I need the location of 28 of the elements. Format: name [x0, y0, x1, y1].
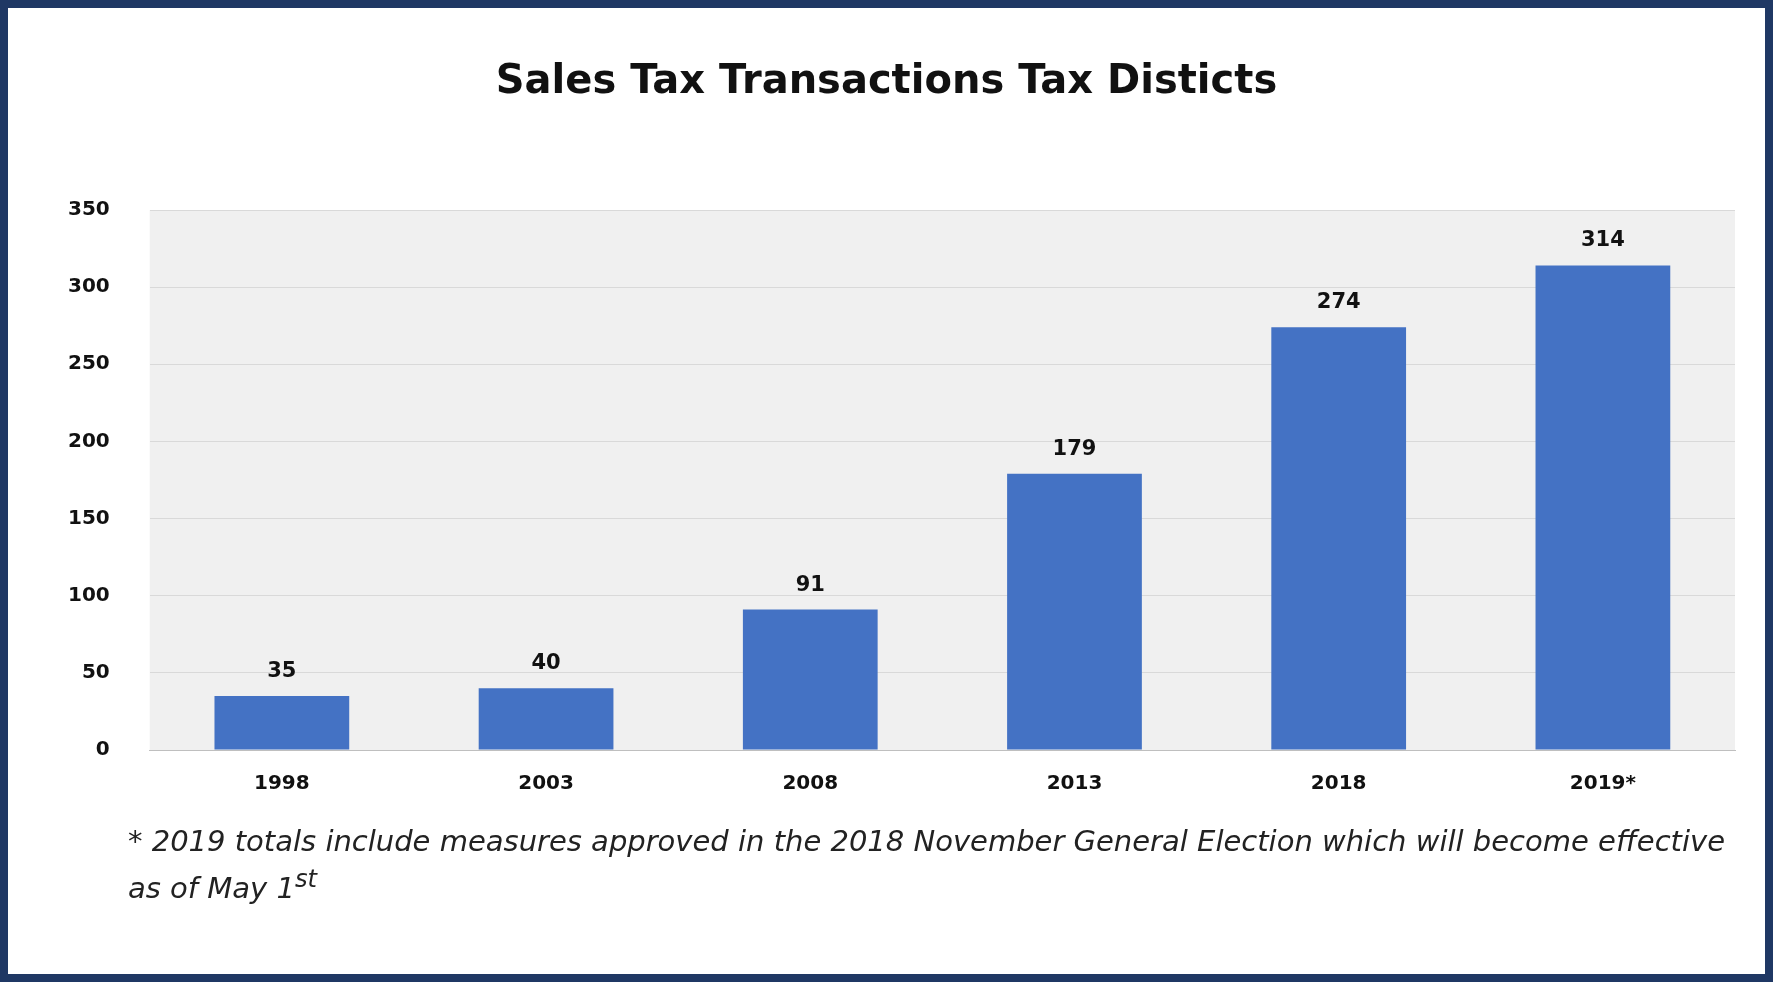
bar	[1007, 473, 1142, 750]
text: * 2019 totals include measures approved in the 2018 November General Election which will become effective as of May 1$^{st}$	[128, 823, 1727, 907]
x-tick-label: 2013	[1046, 770, 1103, 795]
x-tick-label: 2019*	[1569, 770, 1637, 795]
y-tick-label: 150	[68, 504, 110, 529]
data-label: 35	[267, 657, 297, 682]
data-label: 274	[1316, 289, 1361, 314]
y-tick-label: 200	[68, 427, 110, 452]
y-tick-label: 300	[68, 273, 110, 298]
bar	[742, 609, 878, 750]
x-tick-label: 1998	[254, 770, 310, 795]
bar	[1535, 265, 1671, 750]
x-tick-label: 2018	[1310, 770, 1367, 795]
y-tick-label: 50	[81, 659, 110, 684]
data-label: 314	[1580, 227, 1625, 252]
chart-title: Sales Tax Transactions Tax Disticts	[494, 56, 1279, 102]
y-tick-label: 0	[95, 736, 110, 761]
bar	[478, 688, 614, 750]
y-tick-label: 100	[68, 581, 110, 606]
bar	[1271, 327, 1407, 750]
data-label: 91	[795, 571, 825, 596]
x-tick-label: 2003	[518, 770, 574, 795]
data-label: 179	[1052, 435, 1097, 460]
data-label: 40	[531, 650, 561, 675]
y-tick-label: 250	[68, 350, 110, 375]
bar	[214, 696, 350, 750]
y-tick-label: 350	[68, 196, 110, 221]
x-tick-label: 2008	[782, 770, 839, 795]
